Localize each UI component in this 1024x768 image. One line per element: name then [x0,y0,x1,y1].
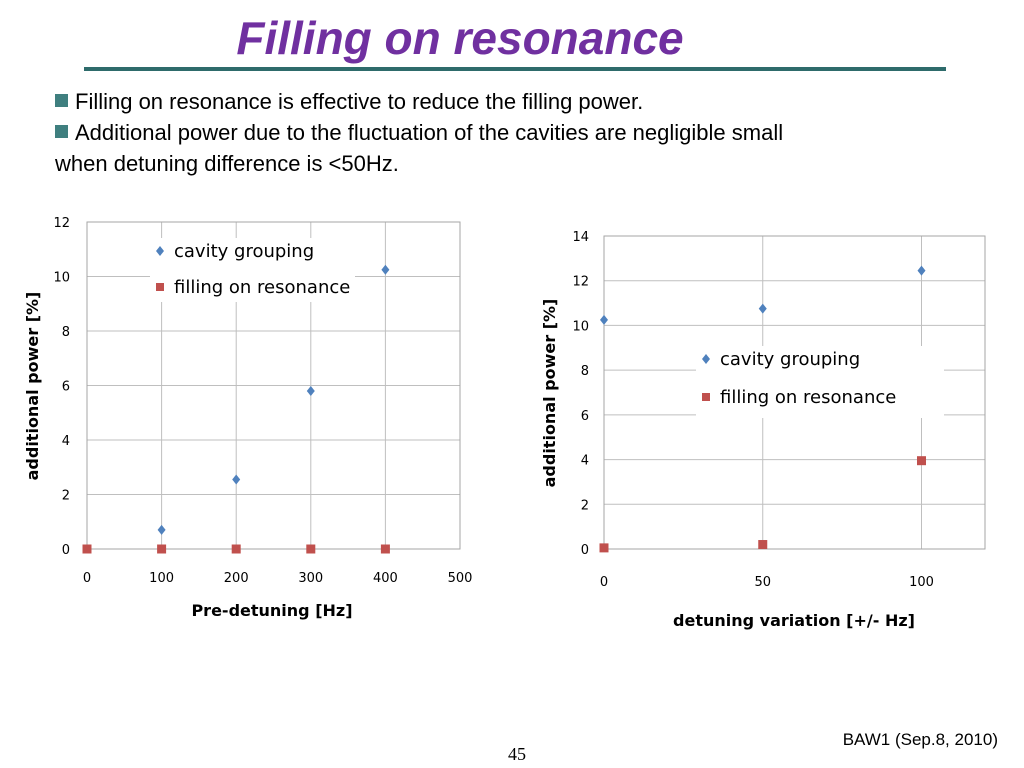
square-bullet-icon [55,94,68,107]
slide-title: Filling on resonance [236,12,684,64]
x-tick-label: 0 [83,571,91,586]
data-point-filling-on-resonance [917,456,926,466]
data-point-filling-on-resonance [82,544,92,554]
y-axis-title: additional power [%] [540,299,559,488]
legend-diamond-icon [702,354,710,364]
y-tick-label: 8 [581,364,589,379]
legend-label: cavity grouping [174,241,314,262]
data-point-cavity-grouping [917,265,926,276]
legend-label: cavity grouping [720,349,860,370]
legend-square-icon [156,283,164,291]
legend-label: filling on resonance [174,277,350,298]
bullet-text-3: when detuning difference is <50Hz. [55,151,399,176]
data-point-filling-on-resonance [231,544,241,554]
x-axis-title: Pre-detuning [Hz] [191,601,352,620]
x-tick-label: 50 [754,575,771,590]
chart-1: 0 2 4 6 8 10 12 0 100 200 300 400 500 Pre-detuning [H… [23,216,472,620]
x-tick-label: 400 [373,571,398,586]
y-axis-title: additional power [%] [23,292,42,481]
y-tick-label: 14 [572,230,589,245]
y-tick-label: 12 [572,275,589,290]
bullet-text-2: Additional power due to the fluctuation … [75,120,784,145]
y-tick-label: 2 [62,489,70,504]
data-point-cavity-grouping [157,524,166,535]
data-point-filling-on-resonance [599,543,609,553]
data-point-filling-on-resonance [380,544,390,554]
x-tick-label: 0 [600,575,608,590]
y-tick-label: 4 [581,454,589,469]
footer-note: BAW1 (Sep.8, 2010) [842,730,998,749]
y-tick-label: 0 [581,543,589,558]
y-tick-label: 10 [53,271,70,286]
x-tick-label: 200 [224,571,249,586]
x-tick-label: 100 [149,571,174,586]
y-tick-label: 6 [62,380,70,395]
data-point-cavity-grouping [306,385,315,396]
x-tick-label: 300 [298,571,323,586]
x-tick-label: 500 [448,571,473,586]
square-bullet-icon [55,125,68,138]
data-point-cavity-grouping [600,314,608,325]
bullet-item-1: Filling on resonance is effective to red… [55,86,985,117]
x-axis-title: detuning variation [+/- Hz] [673,611,915,630]
legend-background [696,346,944,418]
legend-label: filling on resonance [720,387,896,408]
y-tick-label: 8 [62,325,70,340]
page-number: 45 [508,744,526,764]
y-tick-label: 12 [53,216,70,231]
bullet-text-1: Filling on resonance is effective to red… [75,89,644,114]
y-tick-label: 0 [62,543,70,558]
data-point-filling-on-resonance [157,544,167,554]
legend-square-icon [702,393,710,401]
bullet-item-2-continuation: when detuning difference is <50Hz. [55,148,985,179]
legend-background [150,238,355,302]
bullet-list: Filling on resonance is effective to red… [55,86,985,179]
data-point-filling-on-resonance [306,544,316,554]
legend-diamond-icon [156,246,164,256]
y-tick-label: 10 [572,319,589,334]
y-tick-label: 2 [581,498,589,513]
plot-area-border [86,221,461,550]
title-underline [84,67,946,71]
chart-2: 0 2 4 6 8 10 12 14 0 50 100 detuning variation [+/-… [540,230,986,630]
y-tick-label: 6 [581,409,589,424]
data-point-cavity-grouping [758,303,767,314]
plot-area-border [603,235,986,550]
bullet-item-2: Additional power due to the fluctuation … [55,117,985,148]
data-point-filling-on-resonance [758,540,768,550]
data-point-cavity-grouping [381,264,390,275]
x-tick-label: 100 [909,575,934,590]
y-tick-label: 4 [62,434,70,449]
data-point-cavity-grouping [232,474,241,485]
